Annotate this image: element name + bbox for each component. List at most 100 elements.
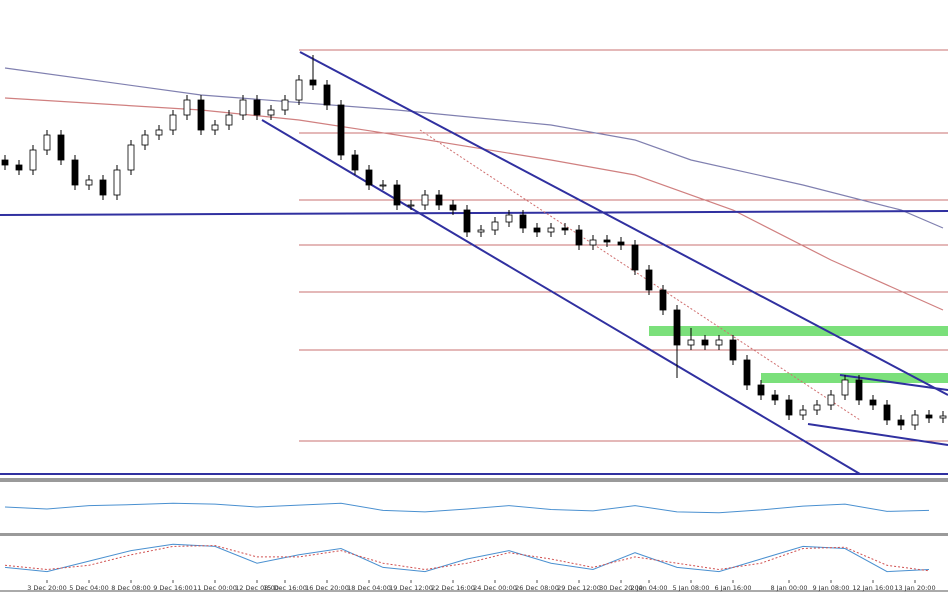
- candle-body: [267, 109, 275, 116]
- candle-body: [393, 184, 401, 206]
- x-tick-label: 5 Dec 04:00: [69, 584, 109, 592]
- candle-body: [757, 384, 765, 396]
- candle-body: [855, 379, 863, 401]
- moving-average: [4, 97, 944, 311]
- candle-body: [561, 227, 569, 231]
- candle-body: [323, 84, 331, 106]
- candle-body: [85, 179, 93, 186]
- candle-body: [645, 269, 653, 291]
- candle-body: [869, 399, 877, 406]
- candle-body: [659, 289, 667, 311]
- candle-body: [547, 227, 555, 233]
- wedge-lower: [807, 423, 948, 446]
- candle-body: [743, 359, 751, 386]
- oscillator-line: [4, 543, 930, 573]
- candle-body: [575, 229, 583, 246]
- candle-body: [631, 244, 639, 271]
- candle-body: [799, 409, 807, 416]
- panel-separator: [0, 478, 948, 482]
- candle-body: [463, 209, 471, 233]
- candle-body: [505, 214, 513, 223]
- candle-body: [911, 414, 919, 426]
- candle-body: [617, 241, 625, 246]
- x-tick-label: 12 Dec 08:00: [235, 584, 279, 592]
- candle-body: [589, 239, 597, 246]
- x-tick-label: 3 Dec 20:00: [27, 584, 67, 592]
- candle-body: [701, 339, 709, 346]
- oscillator-line: [4, 545, 930, 572]
- candle-body: [435, 194, 443, 206]
- support-line: [0, 210, 948, 216]
- x-tick-label: 8 Dec 08:00: [111, 584, 151, 592]
- candle-body: [841, 379, 849, 396]
- x-tick-label: 11 Dec 00:00: [193, 584, 237, 592]
- candle-body: [29, 149, 37, 171]
- wedge-upper: [839, 374, 948, 391]
- x-tick-label: 18 Dec 04:00: [347, 584, 391, 592]
- x-tick-label: 22 Dec 16:00: [431, 584, 475, 592]
- channel-upper: [299, 51, 948, 396]
- moving-average: [4, 67, 944, 229]
- candle-body: [183, 99, 191, 116]
- x-tick-label: 9 Dec 16:00: [153, 584, 193, 592]
- candle-body: [141, 134, 149, 146]
- x-tick-label: 12 Jan 16:00: [852, 584, 893, 592]
- candle-body: [407, 204, 415, 207]
- candle-body: [883, 404, 891, 421]
- candle-body: [421, 194, 429, 206]
- x-tick-label: 13 Jan 20:00: [894, 584, 935, 592]
- candle-body: [379, 184, 387, 187]
- candle-body: [127, 144, 135, 171]
- candle-body: [113, 169, 121, 196]
- candle-body: [239, 99, 247, 116]
- candle-body: [449, 204, 457, 211]
- candle-body: [897, 419, 905, 426]
- candle-body: [169, 114, 177, 131]
- oscillator-line: [4, 502, 930, 514]
- candle-body: [155, 129, 163, 136]
- candle-body: [309, 79, 317, 86]
- candle-body: [603, 239, 611, 243]
- candle-body: [337, 104, 345, 156]
- zone: [649, 326, 948, 336]
- candle-body: [673, 309, 681, 346]
- x-tick-label: 19 Dec 12:00: [389, 584, 433, 592]
- x-tick-label: 8 Jan 00:00: [770, 584, 807, 592]
- x-tick-label: 24 Dec 00:00: [473, 584, 517, 592]
- x-tick-label: 26 Dec 08:00: [515, 584, 559, 592]
- candle-body: [351, 154, 359, 171]
- candle-body: [785, 399, 793, 416]
- x-tick-label: 6 Jan 16:00: [714, 584, 751, 592]
- x-tick-label: 30 Dec 20:00: [599, 584, 643, 592]
- x-tick-label: 16 Dec 20:00: [305, 584, 349, 592]
- x-tick-label: 2 Jan 04:00: [630, 584, 667, 592]
- channel-lower: [261, 119, 861, 475]
- candle-body: [715, 339, 723, 346]
- candle-body: [15, 164, 23, 171]
- candle-body: [939, 415, 947, 419]
- candle-body: [687, 339, 695, 346]
- x-tick-label: 5 Jan 08:00: [672, 584, 709, 592]
- x-tick-label: 15 Dec 16:00: [263, 584, 307, 592]
- candle-body: [477, 229, 485, 233]
- candle-body: [925, 414, 933, 419]
- candle-body: [71, 159, 79, 186]
- candle-body: [1, 159, 9, 166]
- candle-body: [253, 99, 261, 116]
- candle-body: [771, 394, 779, 401]
- candle-body: [43, 134, 51, 151]
- candle-body: [729, 339, 737, 361]
- candle-body: [533, 227, 541, 233]
- candle-body: [225, 114, 233, 126]
- candle-body: [519, 214, 527, 229]
- candle-body: [295, 79, 303, 101]
- candle-body: [197, 99, 205, 131]
- candle-body: [827, 394, 835, 406]
- candle-body: [57, 134, 65, 161]
- candle-body: [813, 404, 821, 411]
- candle-body: [365, 169, 373, 186]
- x-tick-label: 9 Jan 08:00: [812, 584, 849, 592]
